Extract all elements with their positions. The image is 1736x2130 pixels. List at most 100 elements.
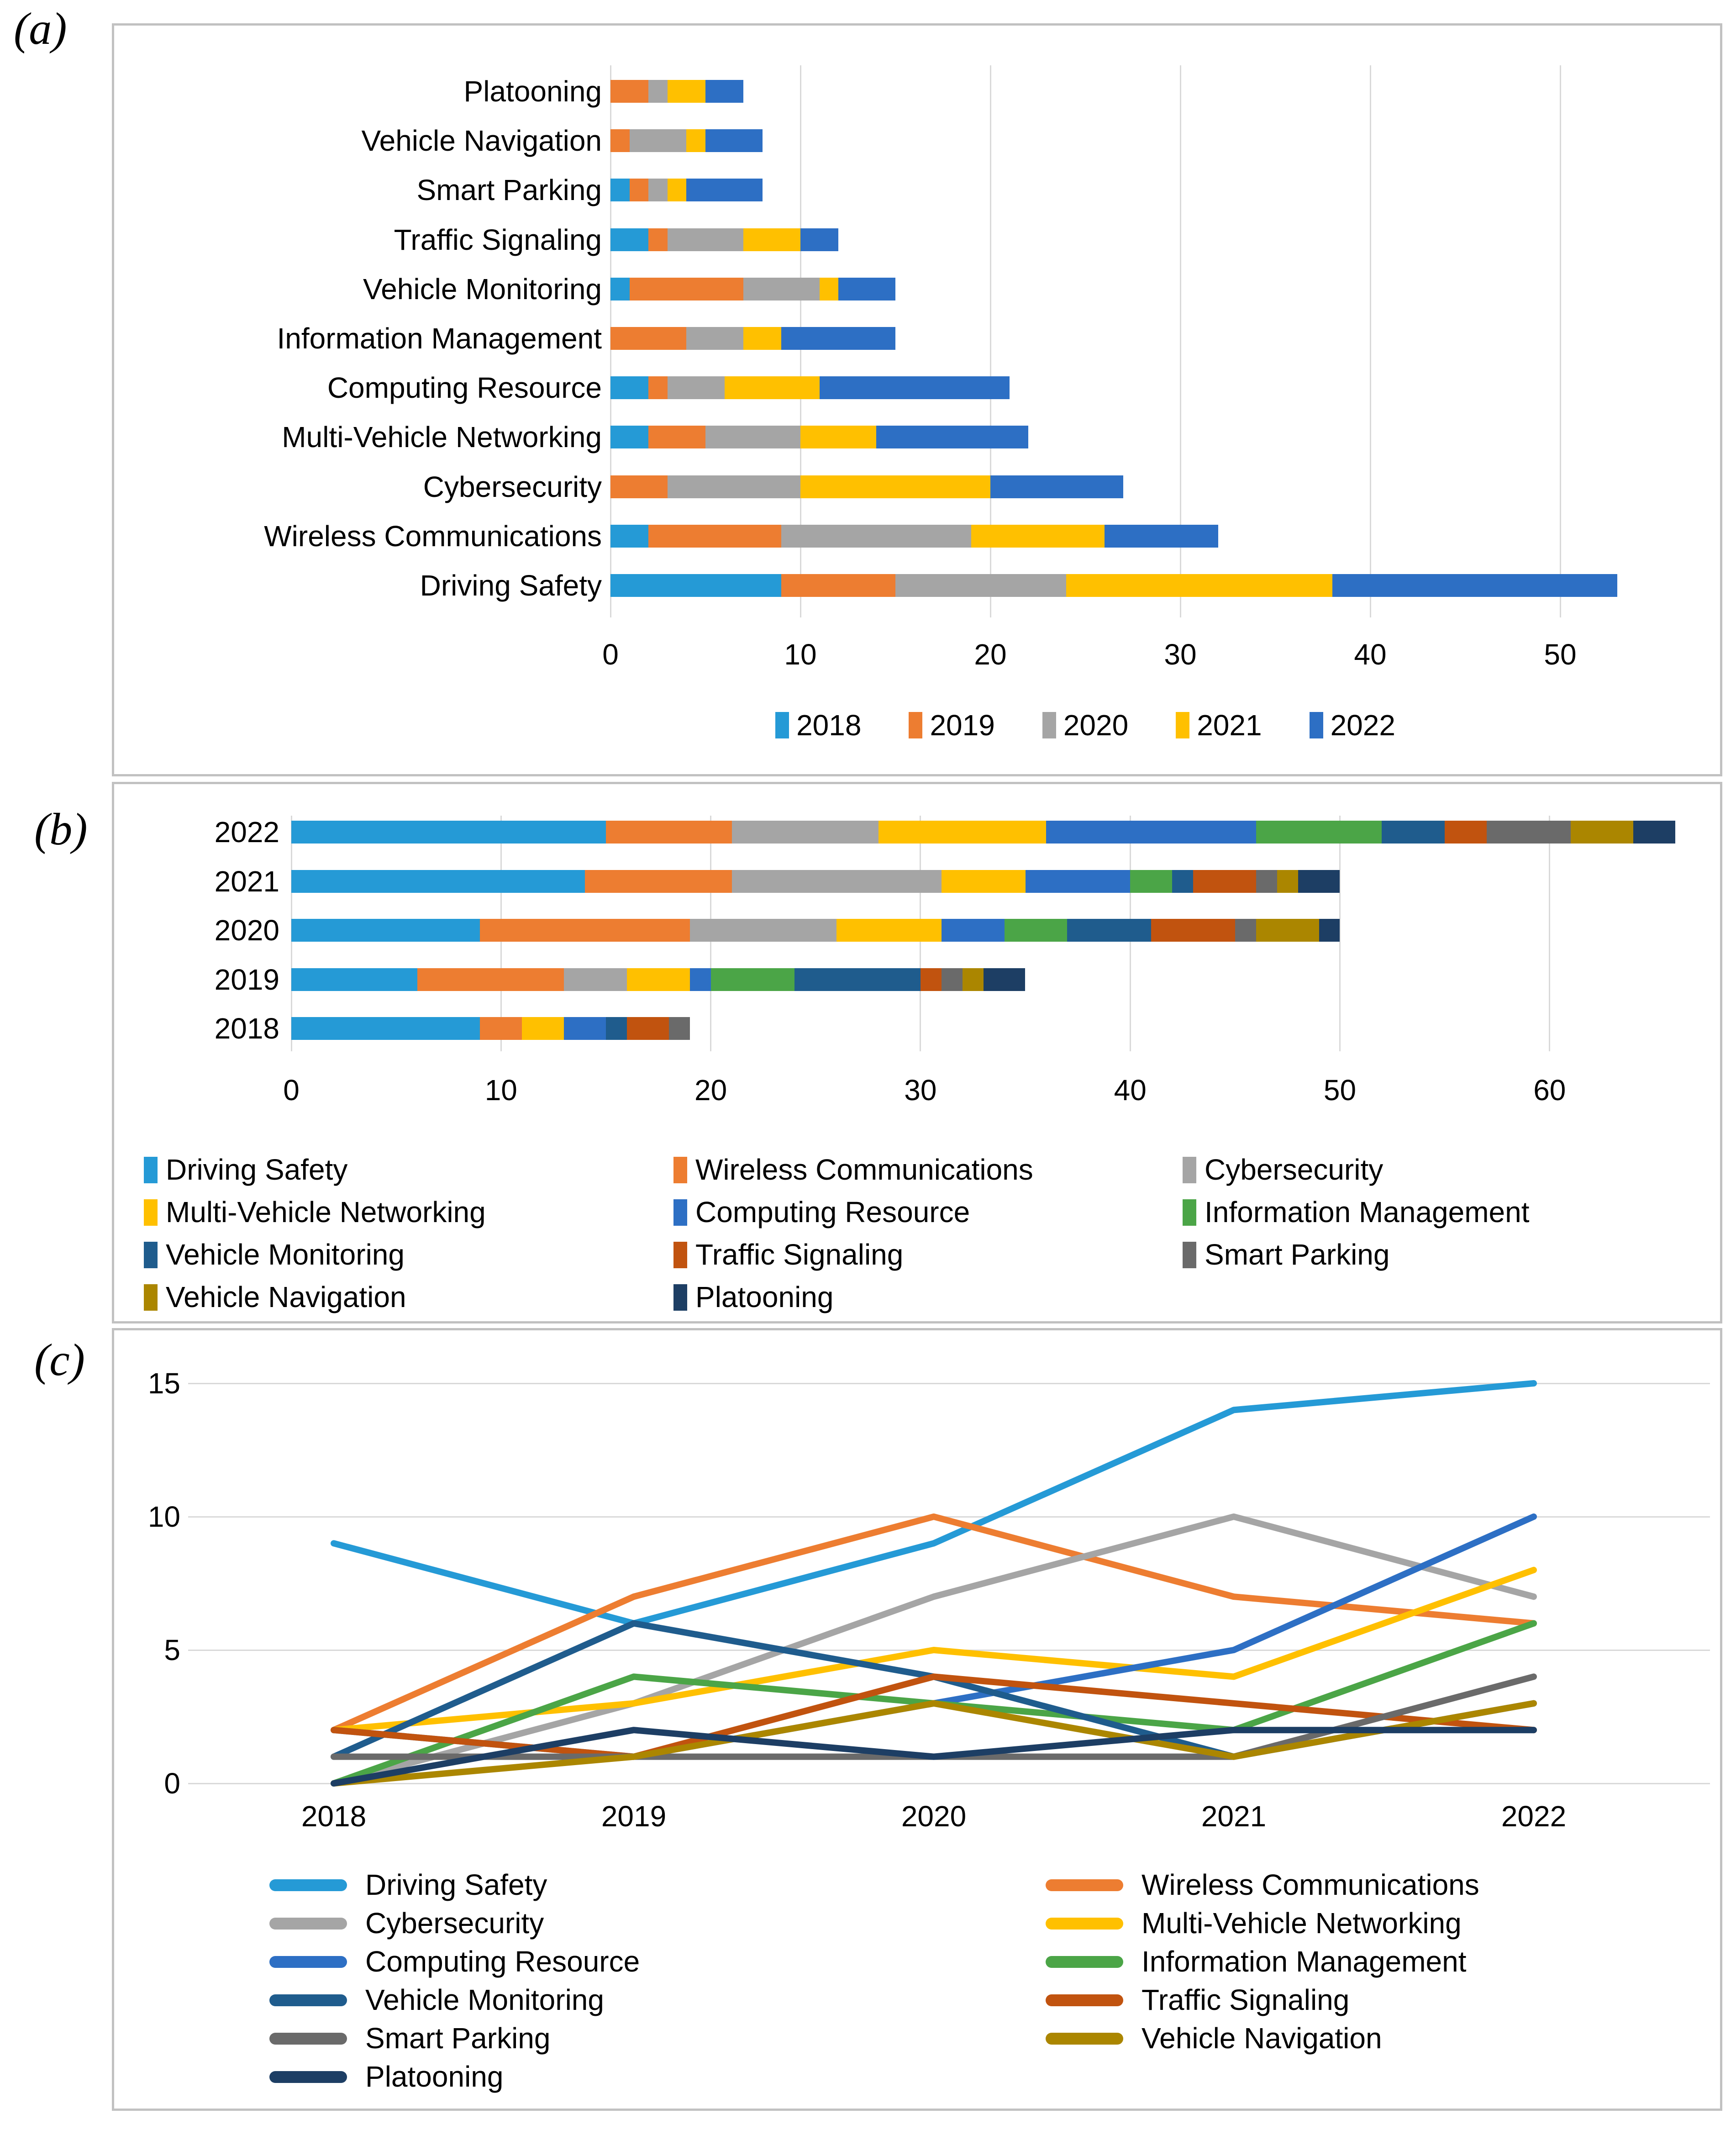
bar-segment xyxy=(291,870,585,893)
legend-swatch xyxy=(1183,1157,1196,1183)
bar-segment xyxy=(610,426,649,449)
legend-label: Wireless Communications xyxy=(1142,1868,1479,1901)
panel-c-box xyxy=(112,1328,1722,2111)
gridline xyxy=(1369,65,1371,617)
category-label: 2019 xyxy=(214,963,279,996)
gridline xyxy=(188,1782,1710,1784)
category-label: 2022 xyxy=(214,816,279,849)
x-axis-year-label: 2020 xyxy=(901,1800,967,1833)
panel-a-box xyxy=(112,23,1722,776)
legend-line-swatch xyxy=(269,1879,347,1891)
legend-line-swatch xyxy=(269,1956,347,1968)
category-label: Cybersecurity xyxy=(423,470,602,503)
bar-segment xyxy=(291,821,606,844)
bar-segment xyxy=(291,968,417,991)
bar-segment xyxy=(605,1017,627,1040)
bar-segment xyxy=(1382,821,1445,844)
y-axis-tick-label: 10 xyxy=(147,1500,180,1533)
gridline xyxy=(1559,65,1561,617)
legend-label: Information Management xyxy=(1142,1945,1467,1978)
legend-swatch xyxy=(673,1242,687,1268)
bar-segment xyxy=(648,376,668,400)
legend-line-swatch xyxy=(1046,1956,1123,1968)
legend-item: 2018 xyxy=(775,709,861,741)
bar-row xyxy=(610,179,763,202)
bar-segment xyxy=(667,228,744,251)
bar-row xyxy=(610,524,1219,548)
bar-segment xyxy=(705,129,763,153)
bar-segment xyxy=(1256,821,1382,844)
bar-segment xyxy=(836,919,942,942)
bar-segment xyxy=(731,870,942,893)
bar-segment xyxy=(667,475,800,498)
bar-segment xyxy=(920,968,942,991)
panel-a-letter: (a) xyxy=(14,3,67,54)
bar-segment xyxy=(417,968,564,991)
legend-label: Platooning xyxy=(365,2060,504,2093)
legend-line-swatch xyxy=(269,1994,347,2006)
gridline xyxy=(188,1382,1710,1384)
legend-swatch xyxy=(909,712,923,738)
bar-segment xyxy=(648,80,668,103)
bar-segment xyxy=(610,524,649,548)
bar-row xyxy=(610,376,1010,400)
category-label: 2020 xyxy=(214,914,279,947)
bar-segment xyxy=(781,524,972,548)
bar-segment xyxy=(626,1017,669,1040)
legend-swatch xyxy=(673,1199,687,1226)
legend-label: Traffic Signaling xyxy=(1142,1983,1350,2016)
bar-segment xyxy=(941,968,963,991)
legend-swatch xyxy=(144,1199,158,1226)
category-label: Computing Resource xyxy=(327,371,602,405)
bar-segment xyxy=(629,179,649,202)
bar-segment xyxy=(610,179,630,202)
legend-swatch xyxy=(144,1157,158,1183)
category-label: Wireless Communications xyxy=(264,519,602,553)
bar-segment xyxy=(971,524,1105,548)
gridline xyxy=(1549,816,1551,1051)
bar-row xyxy=(610,129,763,153)
category-label: Multi-Vehicle Networking xyxy=(282,421,602,454)
legend-swatch xyxy=(1183,1199,1196,1226)
legend-line-swatch xyxy=(1046,1918,1123,1930)
bar-segment xyxy=(610,228,649,251)
x-axis-year-label: 2018 xyxy=(301,1800,367,1833)
bar-segment xyxy=(941,919,1005,942)
bar-segment xyxy=(686,129,705,153)
bar-segment xyxy=(686,327,744,350)
legend-swatch xyxy=(1309,712,1323,738)
legend-line-swatch xyxy=(1046,1879,1123,1891)
legend-line-swatch xyxy=(269,2033,347,2045)
bar-segment xyxy=(983,968,1026,991)
bar-segment xyxy=(629,277,744,301)
bar-segment xyxy=(743,277,820,301)
bar-segment xyxy=(648,179,668,202)
legend-label: Information Management xyxy=(1205,1196,1530,1228)
bar-segment xyxy=(1130,870,1173,893)
bar-segment xyxy=(629,129,687,153)
bar-row xyxy=(291,968,1026,991)
legend-line-swatch xyxy=(1046,1994,1123,2006)
bar-segment xyxy=(667,376,725,400)
x-axis-year-label: 2019 xyxy=(601,1800,667,1833)
bar-segment xyxy=(648,426,705,449)
legend-swatch xyxy=(144,1284,158,1311)
legend-label: Vehicle Navigation xyxy=(1142,2022,1382,2055)
bar-segment xyxy=(800,426,877,449)
bar-segment xyxy=(990,475,1124,498)
legend-label: Cybersecurity xyxy=(365,1907,544,1940)
bar-segment xyxy=(724,376,820,400)
legend-swatch xyxy=(673,1157,687,1183)
bar-segment xyxy=(610,327,687,350)
category-label: Information Management xyxy=(277,322,602,355)
legend-label: Driving Safety xyxy=(166,1153,348,1186)
bar-segment xyxy=(610,80,649,103)
x-axis-tick-label: 40 xyxy=(1354,638,1387,671)
bar-segment xyxy=(1066,574,1332,597)
bar-segment xyxy=(667,179,687,202)
bar-segment xyxy=(743,228,800,251)
legend-label: Multi-Vehicle Networking xyxy=(166,1196,486,1228)
x-axis-tick-label: 30 xyxy=(1164,638,1197,671)
bar-row xyxy=(291,919,1340,942)
legend-swatch xyxy=(775,712,789,738)
